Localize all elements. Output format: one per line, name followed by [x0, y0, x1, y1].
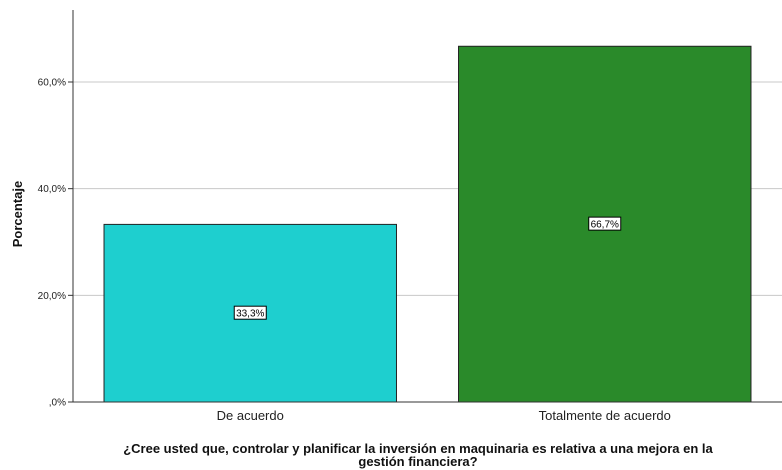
data-label-box: [588, 216, 622, 231]
y-tick-label: ,0%: [49, 398, 66, 409]
axes: [72, 10, 782, 403]
y-tick-label: 40,0%: [38, 184, 66, 195]
y-tick-label: 60,0%: [38, 78, 66, 89]
x-axis-title-line-2: gestión financiera?: [358, 454, 477, 469]
x-axis-title-line-1: ¿Cree usted que, controlar y planificar …: [123, 441, 713, 456]
x-tick-label: Totalmente de acuerdo: [539, 408, 671, 423]
y-axis-title: Porcentaje: [10, 181, 25, 247]
y-tick-label: 20,0%: [38, 291, 66, 302]
data-label: 33,3%: [236, 309, 264, 320]
data-label: 66,7%: [591, 220, 619, 231]
x-tick-labels: De acuerdo Totalmente de acuerdo: [217, 408, 671, 423]
bars: [103, 45, 752, 403]
data-labels: 33,3% 66,7%: [233, 216, 622, 320]
data-label-box: [233, 305, 267, 320]
y-ticks: ,0% 20,0% 40,0% 60,0%: [38, 78, 73, 409]
x-tick-label: De acuerdo: [217, 408, 284, 423]
